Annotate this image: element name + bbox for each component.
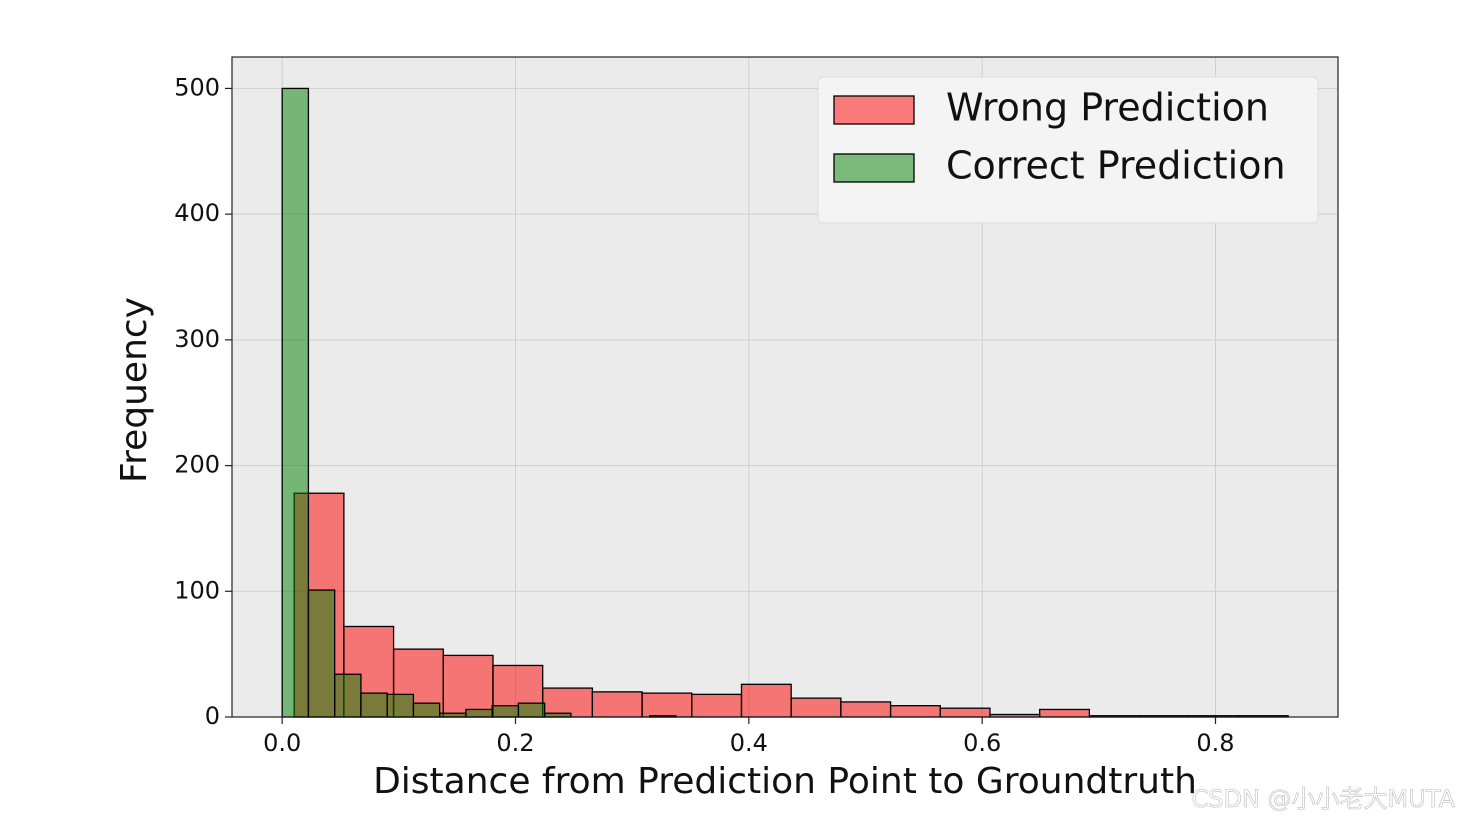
- y-tick-label: 300: [174, 325, 220, 353]
- histogram-bar: [591, 691, 643, 718]
- x-tick-label: 0.4: [730, 729, 768, 757]
- histogram-bar: [740, 683, 792, 718]
- x-tick-label: 0.0: [263, 729, 301, 757]
- y-tick-label: 500: [174, 73, 220, 101]
- histogram-bar: [491, 705, 520, 718]
- histogram-bar: [840, 701, 892, 718]
- histogram-bar: [360, 692, 388, 718]
- histogram-bar: [412, 702, 441, 718]
- histogram-bar: [386, 693, 415, 718]
- histogram-bar: [281, 87, 310, 718]
- x-tick-label: 0.6: [963, 729, 1001, 757]
- legend-label: Correct Prediction: [946, 144, 1286, 188]
- plot-frame: [231, 56, 1339, 718]
- x-tick-label: 0.8: [1196, 729, 1234, 757]
- watermark: CSDN @小小老大MUTA: [1191, 785, 1455, 813]
- histogram-bar: [334, 673, 362, 718]
- histogram-bar: [790, 697, 842, 718]
- histogram-bar: [691, 693, 743, 718]
- histogram-bar: [442, 654, 494, 718]
- histogram-bar: [1039, 708, 1091, 718]
- y-tick-label: 0: [205, 702, 220, 730]
- y-tick-label: 100: [174, 576, 220, 604]
- x-axis-label: Distance from Prediction Point to Ground…: [373, 761, 1197, 802]
- histogram-bar: [641, 692, 693, 718]
- x-tick-label: 0.2: [496, 729, 534, 757]
- histogram-bar: [517, 702, 546, 718]
- y-axis-label: Frequency: [114, 297, 155, 483]
- bars: [281, 87, 1289, 718]
- histogram-bar: [465, 708, 493, 718]
- y-tick-label: 400: [174, 199, 220, 227]
- histogram-bar: [307, 589, 336, 718]
- legend-label: Wrong Prediction: [946, 86, 1269, 130]
- legend: Wrong Prediction Correct Prediction: [817, 76, 1319, 224]
- histogram-bar: [889, 705, 941, 718]
- legend-swatch: [833, 95, 915, 125]
- histogram-bar: [939, 707, 991, 718]
- legend-box: [817, 76, 1319, 224]
- ticks: 0.0 0.2 0.4 0.6 0.8 0 100 200 300 400 500: [174, 73, 1234, 757]
- y-tick-label: 200: [174, 451, 220, 479]
- legend-swatch: [833, 153, 915, 183]
